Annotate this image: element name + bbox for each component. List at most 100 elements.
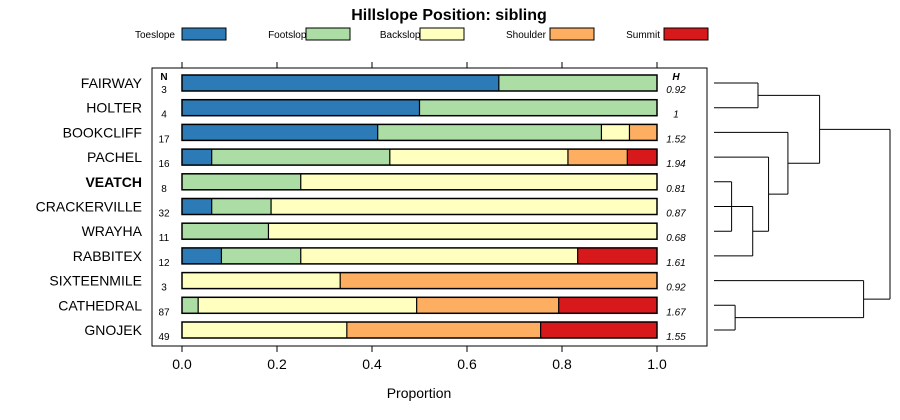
x-tick-label: 1.0 — [647, 356, 667, 372]
legend-label-summit: Summit — [626, 30, 660, 41]
bar-segment-sixteenmile-shoulder — [340, 272, 657, 289]
row-label-wrayha: WRAYHA — [82, 223, 143, 239]
bar-segment-rabbitex-summit — [577, 247, 657, 264]
bar-segment-crackerville-footslope — [211, 198, 272, 215]
n-value-rabbitex: 12 — [158, 258, 170, 269]
bar-segment-bookcliff-footslope — [377, 124, 602, 141]
h-value-bookcliff: 1.52 — [666, 134, 686, 145]
bar-segment-cathedral-footslope — [182, 297, 199, 314]
bar-segment-fairway-footslope — [498, 75, 657, 91]
bar-segment-cathedral-shoulder — [416, 297, 559, 314]
n-value-fairway: 3 — [161, 85, 167, 96]
bars-layer — [181, 74, 658, 339]
bar-segment-crackerville-backslope — [271, 198, 657, 215]
row-label-cathedral: CATHEDRAL — [58, 297, 142, 313]
bar-segment-fairway-toeslope — [182, 75, 499, 91]
x-axis-title: Proportion — [387, 385, 452, 401]
bar-segment-rabbitex-toeslope — [182, 247, 222, 264]
h-value-rabbitex: 1.61 — [666, 258, 685, 269]
bar-segment-wrayha-footslope — [182, 223, 269, 240]
top-axis-ticks — [181, 62, 658, 68]
bar-outline-holter — [181, 98, 658, 117]
h-value-veatch: 0.81 — [666, 184, 685, 195]
row-label-gnojek: GNOJEK — [84, 322, 142, 338]
x-tick-label: 0.0 — [172, 356, 192, 372]
h-value-holter: 1 — [673, 110, 679, 121]
bar-outline-veatch — [181, 173, 658, 191]
n-value-wrayha: 11 — [159, 233, 170, 244]
h-value-wrayha: 0.68 — [666, 233, 686, 244]
x-tick-label: 0.6 — [457, 356, 477, 372]
bar-outline-bookcliff — [181, 123, 658, 142]
h-labels: 0.92 1 1.52 1.94 0.81 0.87 0.68 1.61 0.92 1.67 1.5… — [666, 85, 686, 343]
legend-label-shoulder: Shoulder — [506, 30, 547, 41]
row-label-fairway: FAIRWAY — [81, 75, 143, 91]
x-tick-label: 0.8 — [552, 356, 572, 372]
n-value-holter: 4 — [161, 110, 167, 121]
bar-segment-cathedral-summit — [558, 297, 657, 314]
bar-segment-veatch-footslope — [182, 173, 301, 190]
row-label-rabbitex: RABBITEX — [73, 248, 143, 264]
n-value-pachel: 16 — [158, 159, 170, 170]
bar-outline-gnojek — [181, 321, 658, 339]
x-tick-label: 0.2 — [267, 356, 287, 372]
dendrogram — [714, 82, 891, 331]
bar-outline-fairway — [181, 74, 658, 92]
bar-segment-pachel-footslope — [211, 149, 390, 166]
bar-segment-veatch-backslope — [300, 173, 657, 190]
row-label-veatch: VEATCH — [85, 174, 142, 190]
row-labels: FAIRWAY HOLTER BOOKCLIFF PACHEL VEATCH CRACKE… — [36, 75, 143, 338]
bar-segment-gnojek-summit — [540, 322, 657, 338]
bar-segment-pachel-backslope — [389, 149, 568, 166]
bar-segment-gnojek-shoulder — [346, 322, 541, 338]
bar-outline-wrayha — [181, 222, 658, 240]
legend-swatch-shoulder — [549, 27, 595, 41]
legend-label-footslope: Footslope — [268, 30, 312, 41]
n-value-gnojek: 49 — [158, 332, 170, 343]
bar-segment-gnojek-backslope — [182, 322, 347, 338]
bar-outline-pachel — [181, 148, 658, 166]
h-value-pachel: 1.94 — [666, 159, 686, 170]
chart-title: Hillslope Position: sibling — [351, 7, 547, 24]
row-label-pachel: PACHEL — [87, 149, 142, 165]
bar-segment-cathedral-backslope — [198, 297, 417, 314]
bar-segment-rabbitex-backslope — [300, 247, 578, 264]
n-header: N — [160, 72, 167, 83]
row-label-sixteenmile: SIXTEENMILE — [49, 273, 142, 289]
row-label-crackerville: CRACKERVILLE — [36, 199, 142, 215]
bar-segment-sixteenmile-backslope — [182, 272, 341, 289]
plot-frame — [151, 67, 708, 347]
bar-segment-pachel-shoulder — [567, 149, 628, 166]
n-value-veatch: 8 — [161, 184, 167, 195]
bar-segment-pachel-toeslope — [182, 149, 212, 166]
bar-outline-sixteenmile — [181, 271, 658, 290]
legend-label-backslope: Backslope — [380, 30, 427, 41]
h-value-sixteenmile: 0.92 — [666, 283, 686, 294]
h-value-cathedral: 1.67 — [666, 307, 686, 318]
n-value-cathedral: 87 — [158, 307, 170, 318]
legend-label-toeslope: Toeslope — [135, 30, 175, 41]
bar-segment-bookcliff-toeslope — [182, 124, 378, 141]
legend: Toeslope Footslope Backslope Shoulder Summit — [135, 27, 709, 41]
x-axis: 0.0 0.2 0.4 0.6 0.8 1.0 — [172, 346, 667, 372]
n-value-sixteenmile: 3 — [161, 283, 167, 294]
bar-segment-pachel-summit — [627, 149, 657, 166]
legend-swatch-backslope — [419, 27, 465, 41]
bar-outline-cathedral — [181, 296, 658, 315]
x-tick-label: 0.4 — [362, 356, 382, 372]
h-value-gnojek: 1.55 — [666, 332, 686, 343]
legend-swatch-summit — [663, 27, 709, 41]
bar-outline-rabbitex — [181, 247, 658, 265]
bar-outline-crackerville — [181, 197, 658, 216]
bar-segment-bookcliff-shoulder — [629, 124, 658, 141]
bar-segment-crackerville-toeslope — [182, 198, 212, 215]
h-value-fairway: 0.92 — [666, 85, 686, 96]
h-value-crackerville: 0.87 — [666, 209, 686, 220]
bar-segment-wrayha-backslope — [268, 223, 657, 240]
h-header: H — [672, 72, 680, 83]
legend-swatch-toeslope — [181, 27, 227, 41]
row-label-bookcliff: BOOKCLIFF — [63, 124, 142, 140]
bar-segment-holter-toeslope — [182, 99, 420, 116]
bar-segment-rabbitex-footslope — [221, 247, 301, 264]
